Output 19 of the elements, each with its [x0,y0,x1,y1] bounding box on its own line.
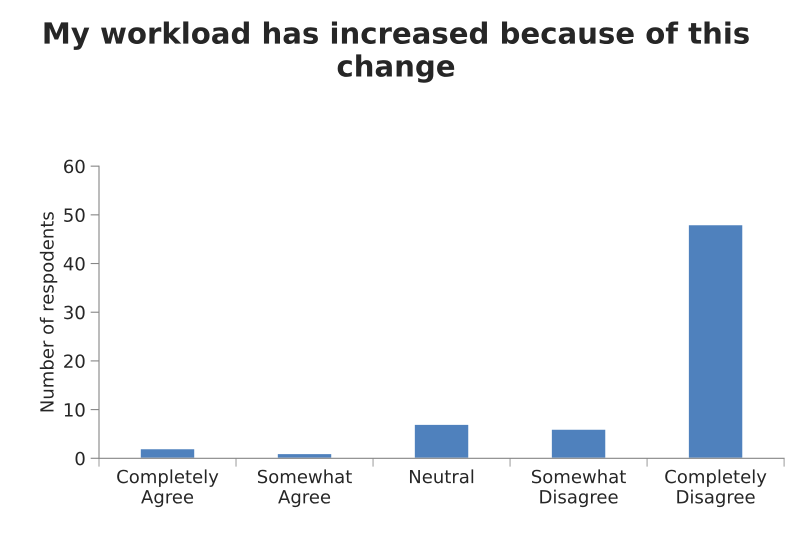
x-tick-label: Neutral [410,469,474,484]
y-tick-label: 40 [64,256,85,271]
y-tick-label: 20 [64,354,85,368]
x-tick-label: Completely Agree [117,469,218,508]
y-tick-label: 50 [64,208,85,222]
bar [276,452,333,458]
chart-title: My workload has increased because of this change [44,21,749,83]
y-tick-label: 60 [64,160,85,174]
bar [550,428,607,458]
y-tick-label: 30 [64,306,85,320]
x-tick-label: Completely Disagree [665,469,766,508]
x-tick-label: Somewhat Agree [258,469,352,508]
bar [687,224,744,458]
bar [413,424,470,458]
y-axis-title: Number of respodents [40,212,58,412]
bar [139,448,196,458]
y-tick-label: 0 [76,452,85,466]
y-tick-label: 10 [64,403,85,417]
x-tick-label: Somewhat Disagree [532,469,626,508]
